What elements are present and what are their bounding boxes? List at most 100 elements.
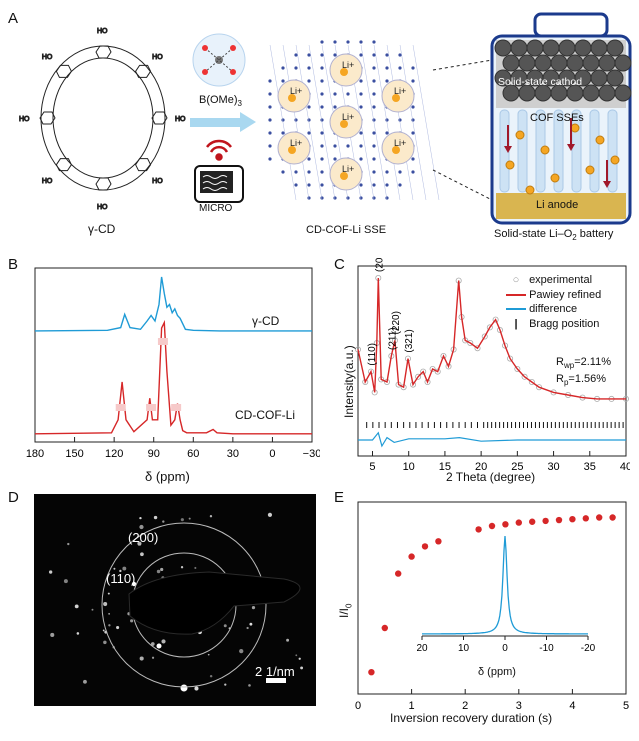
series-line-gamma-cd <box>34 276 312 332</box>
trace-label-cd-cof-li: CD-COF-Li <box>235 408 295 422</box>
cof-node <box>268 157 272 161</box>
cof-node <box>385 66 389 70</box>
data-point-experimental <box>481 333 488 340</box>
cof-node <box>307 157 311 161</box>
cof-node <box>411 131 415 135</box>
glucose-unit <box>95 177 112 191</box>
panel-b-nmr-chart: 180 150 120 90 60 30 0 −30 <box>26 267 320 460</box>
cof-node <box>372 183 376 187</box>
cof-node <box>307 105 311 109</box>
cof-node <box>372 105 376 109</box>
gamma-cd-structure: HO HO HO HO HO HO HO HO <box>19 28 187 212</box>
li-ion-dot <box>515 130 525 140</box>
x-tick-label: 3 <box>516 700 522 712</box>
li-ion-dot <box>550 173 560 183</box>
plot-frame <box>34 267 313 443</box>
data-point <box>529 518 536 525</box>
diffraction-spot <box>180 566 184 569</box>
reaction-arrow <box>190 112 256 132</box>
cof-node <box>294 53 298 57</box>
cof-node <box>359 131 363 135</box>
cof-node <box>320 79 324 83</box>
cof-node <box>294 183 298 187</box>
cof-node <box>359 196 363 200</box>
cof-node <box>307 183 311 187</box>
cof-node <box>333 157 337 161</box>
diffraction-spot <box>286 638 290 642</box>
peak-marker <box>157 338 168 345</box>
diffraction-spot <box>74 604 79 609</box>
li-ion-dot <box>392 94 400 102</box>
data-point <box>488 522 496 530</box>
x-tick-label: 150 <box>65 448 83 460</box>
cof-node <box>307 118 311 122</box>
li-ion-dot <box>505 160 515 170</box>
cof-network: Li+ Li+ Li+ Li+ Li+ Li+ Li+ <box>268 40 440 201</box>
gamma-cd-label: γ-CD <box>88 222 116 236</box>
diffraction-spot <box>156 569 161 574</box>
cof-node <box>307 170 311 174</box>
data-point <box>395 570 402 577</box>
ring-200 <box>101 522 267 688</box>
scale-bar-label: 2 1/nm <box>255 664 295 679</box>
cathode-label: Solid-state cathod <box>498 76 583 88</box>
panel-d-saed-image <box>34 494 316 706</box>
peak-marker <box>171 404 182 411</box>
plot-frame <box>357 501 627 695</box>
x-tick-label: 10 <box>403 461 415 473</box>
cof-node <box>385 183 389 187</box>
anode-label: Li anode <box>536 199 579 211</box>
cof-node <box>268 79 272 83</box>
cof-node <box>268 92 272 96</box>
x-tick-label: 35 <box>584 461 596 473</box>
diffraction-spot <box>209 515 213 518</box>
ion-flow-arrowhead <box>567 144 575 151</box>
cathode-particle <box>510 39 528 57</box>
cof-node <box>346 144 350 148</box>
cof-node <box>346 196 350 200</box>
cof-node <box>320 92 324 96</box>
diffraction-spot <box>150 642 155 646</box>
data-point-experimental <box>429 366 436 373</box>
cof-bond <box>282 44 310 201</box>
inset-x-tick-label: -10 <box>539 643 554 654</box>
diffraction-spot <box>223 624 227 628</box>
cof-node <box>372 92 376 96</box>
li-ion-dot <box>540 145 550 155</box>
cathode-particle <box>518 54 536 72</box>
cathode-particle <box>502 54 520 72</box>
data-point <box>555 516 563 524</box>
inset-x-tick-label: 0 <box>502 643 508 654</box>
x-tick-label: 60 <box>187 448 199 460</box>
x-tick-label: 30 <box>227 448 239 460</box>
data-point-experimental <box>528 379 535 386</box>
panel-c-xlabel: 2 Theta (degree) <box>446 470 536 484</box>
panel-b-letter: B <box>8 256 19 273</box>
diffraction-spot <box>139 656 144 661</box>
cof-node <box>398 183 402 187</box>
battery-caption: Solid-state Li–O2 battery <box>494 228 614 243</box>
microwave-icon <box>194 165 244 203</box>
diffraction-spot <box>108 624 111 627</box>
diffraction-spot <box>188 517 191 520</box>
cathode-particle <box>494 39 512 57</box>
peak-label: (200) <box>374 258 385 272</box>
cof-node <box>385 131 389 135</box>
micro-label: MICRO <box>199 203 233 214</box>
ion-flow-arrowhead <box>603 181 611 188</box>
data-point-experimental <box>536 384 543 391</box>
diffraction-spot <box>160 567 164 572</box>
diffraction-spot <box>137 541 142 546</box>
x-tick-label: 20 <box>475 461 487 473</box>
panel-e-xlabel: Inversion recovery duration (s) <box>390 711 553 725</box>
cof-node <box>333 53 337 57</box>
x-tick-label: 2 <box>462 700 468 712</box>
cof-node <box>359 53 363 57</box>
cof-node <box>320 105 324 109</box>
cof-node <box>372 66 376 70</box>
data-point-experimental <box>507 355 514 362</box>
x-tick-label: 30 <box>547 461 559 473</box>
series-line-cd-cof-li <box>34 319 312 435</box>
cof-node <box>333 105 337 109</box>
panel-c-xrd-chart: 5 10 15 20 25 30 35 40 (110) (200) (211)(220)(321) <box>354 258 630 473</box>
